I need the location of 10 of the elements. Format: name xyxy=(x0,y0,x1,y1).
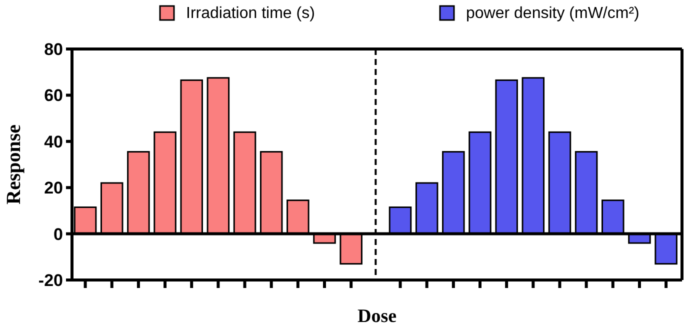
legend-label: power density (mW/cm²) xyxy=(466,5,640,22)
legend-label: Irradiation time (s) xyxy=(186,5,315,22)
y-tick-label: 0 xyxy=(54,224,63,244)
x-axis-title: Dose xyxy=(357,306,397,327)
y-axis-title: Response xyxy=(3,124,25,205)
y-tick-label: -20 xyxy=(38,270,63,290)
y-tick-label: 80 xyxy=(44,40,63,59)
y-tick-label: 20 xyxy=(44,178,63,198)
y-tick-label: 40 xyxy=(44,132,63,152)
y-tick-label: 60 xyxy=(44,86,63,106)
